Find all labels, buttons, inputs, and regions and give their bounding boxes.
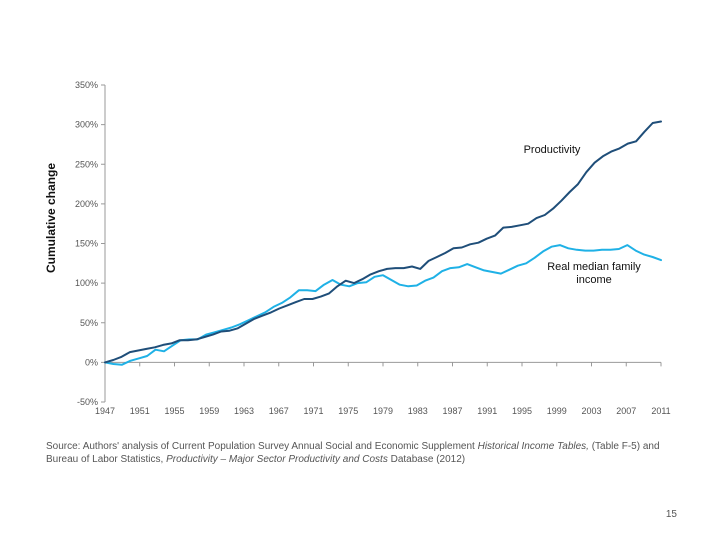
source-note: Source: Authors' analysis of Current Pop… xyxy=(46,440,676,466)
x-tick-label: 1967 xyxy=(269,406,289,416)
source-text-1: Source: Authors' analysis of Current Pop… xyxy=(46,441,478,452)
y-tick-label: 200% xyxy=(75,199,98,209)
x-axis: 1947 1951 1955 1959 1963 1967 1971 1975 1979 1983… xyxy=(95,361,671,416)
productivity-line xyxy=(104,120,662,364)
y-tick-label: -50% xyxy=(77,397,98,407)
x-tick-label: 1979 xyxy=(373,406,393,416)
x-tick-label: 1959 xyxy=(199,406,219,416)
x-tick-label: 1975 xyxy=(338,406,358,416)
y-tick-label: 350% xyxy=(75,80,98,90)
x-tick-label: 2007 xyxy=(616,406,636,416)
x-tick-label: 1955 xyxy=(164,406,184,416)
y-tick-label: 0% xyxy=(85,357,98,367)
source-italic-2: Productivity – Major Sector Productivity… xyxy=(166,454,388,465)
income-series-label-line1: Real median family xyxy=(547,261,641,273)
source-italic-1: Historical Income Tables, xyxy=(477,441,589,452)
source-text-3: Database (2012) xyxy=(387,454,466,465)
y-tick-label: 150% xyxy=(75,239,98,249)
x-tick-label: 1963 xyxy=(234,406,254,416)
x-tick-label: 1999 xyxy=(547,406,567,416)
source-text-2: (Table F-5) and Bureau of Labor Statisti… xyxy=(46,441,660,465)
productivity-series-label: Productivity xyxy=(524,144,581,156)
x-tick-label: 1951 xyxy=(130,406,150,416)
y-tick-label: 250% xyxy=(75,159,98,169)
y-tick-label: 300% xyxy=(75,120,98,130)
x-tick-label: 1947 xyxy=(95,406,115,416)
y-tick-label: 50% xyxy=(80,318,98,328)
page-number: 15 xyxy=(665,509,677,520)
x-tick-label: 2011 xyxy=(651,406,670,416)
x-tick-label: 1995 xyxy=(512,406,532,416)
x-tick-label: 2003 xyxy=(581,406,601,416)
x-tick-label: 1983 xyxy=(408,406,428,416)
x-tick-label: 1991 xyxy=(477,406,497,416)
y-axis: -50% 0% 50% 100% 150% 200% 250% 300% 350% xyxy=(75,80,106,407)
x-tick-label: 1987 xyxy=(442,406,462,416)
income-series-label-line2: income xyxy=(576,274,611,286)
series-layer xyxy=(104,120,662,366)
y-axis-label: Cumulative change xyxy=(44,163,58,273)
x-tick-label: 1971 xyxy=(303,406,323,416)
y-tick-label: 100% xyxy=(75,278,98,288)
